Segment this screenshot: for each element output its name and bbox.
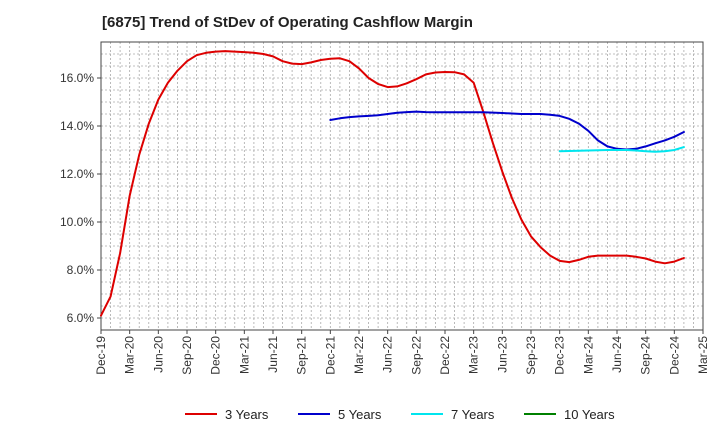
x-tick-label: Jun-22 (381, 336, 395, 373)
y-tick-label: 14.0% (60, 119, 94, 133)
x-tick-label: Mar-25 (696, 336, 710, 374)
x-tick-label: Mar-21 (237, 336, 251, 374)
x-tick-label: Sep-22 (409, 336, 423, 375)
y-tick-label: 16.0% (60, 71, 94, 85)
legend: 3 Years 5 Years 7 Years 10 Years (185, 407, 615, 422)
legend-label-7-years: 7 Years (451, 407, 495, 422)
series-line-3-years (100, 50, 685, 317)
series-line-5-years (329, 110, 685, 151)
x-tick-label: Jun-23 (495, 336, 509, 373)
y-tick-label: 10.0% (60, 215, 94, 229)
legend-label-3-years: 3 Years (225, 407, 269, 422)
x-tick-label: Jun-20 (151, 336, 165, 373)
x-tick-label: Sep-21 (295, 336, 309, 375)
x-tick-label: Dec-22 (438, 336, 452, 375)
y-tick-label: 12.0% (60, 167, 94, 181)
x-tick-label: Sep-20 (180, 336, 194, 375)
x-tick-label: Mar-23 (467, 336, 481, 374)
legend-label-5-years: 5 Years (338, 407, 382, 422)
x-tick-label: Dec-19 (94, 336, 108, 375)
series-line-7-years (558, 146, 685, 153)
chart-title: [6875] Trend of StDev of Operating Cashf… (102, 14, 473, 31)
x-tick-label: Dec-23 (553, 336, 567, 375)
y-tick-label: 8.0% (67, 263, 95, 277)
plot-area: 6.0% 8.0% 10.0% 12.0% 14.0% 16.0% Dec-19 Mar-20… (60, 41, 710, 375)
x-tick-label: Mar-22 (352, 336, 366, 374)
x-tick-label: Sep-23 (524, 336, 538, 375)
x-tick-label: Dec-21 (323, 336, 337, 375)
x-tick-label: Dec-24 (667, 336, 681, 375)
legend-label-10-years: 10 Years (564, 407, 615, 422)
x-tick-label: Mar-20 (123, 336, 137, 374)
x-tick-label: Jun-24 (610, 336, 624, 373)
x-tick-label: Mar-24 (581, 336, 595, 374)
y-tick-label: 6.0% (67, 311, 95, 325)
x-tick-label: Dec-20 (209, 336, 223, 375)
x-tick-label: Jun-21 (266, 336, 280, 373)
plot-frame (100, 41, 704, 331)
x-tick-label: Sep-24 (639, 336, 653, 375)
